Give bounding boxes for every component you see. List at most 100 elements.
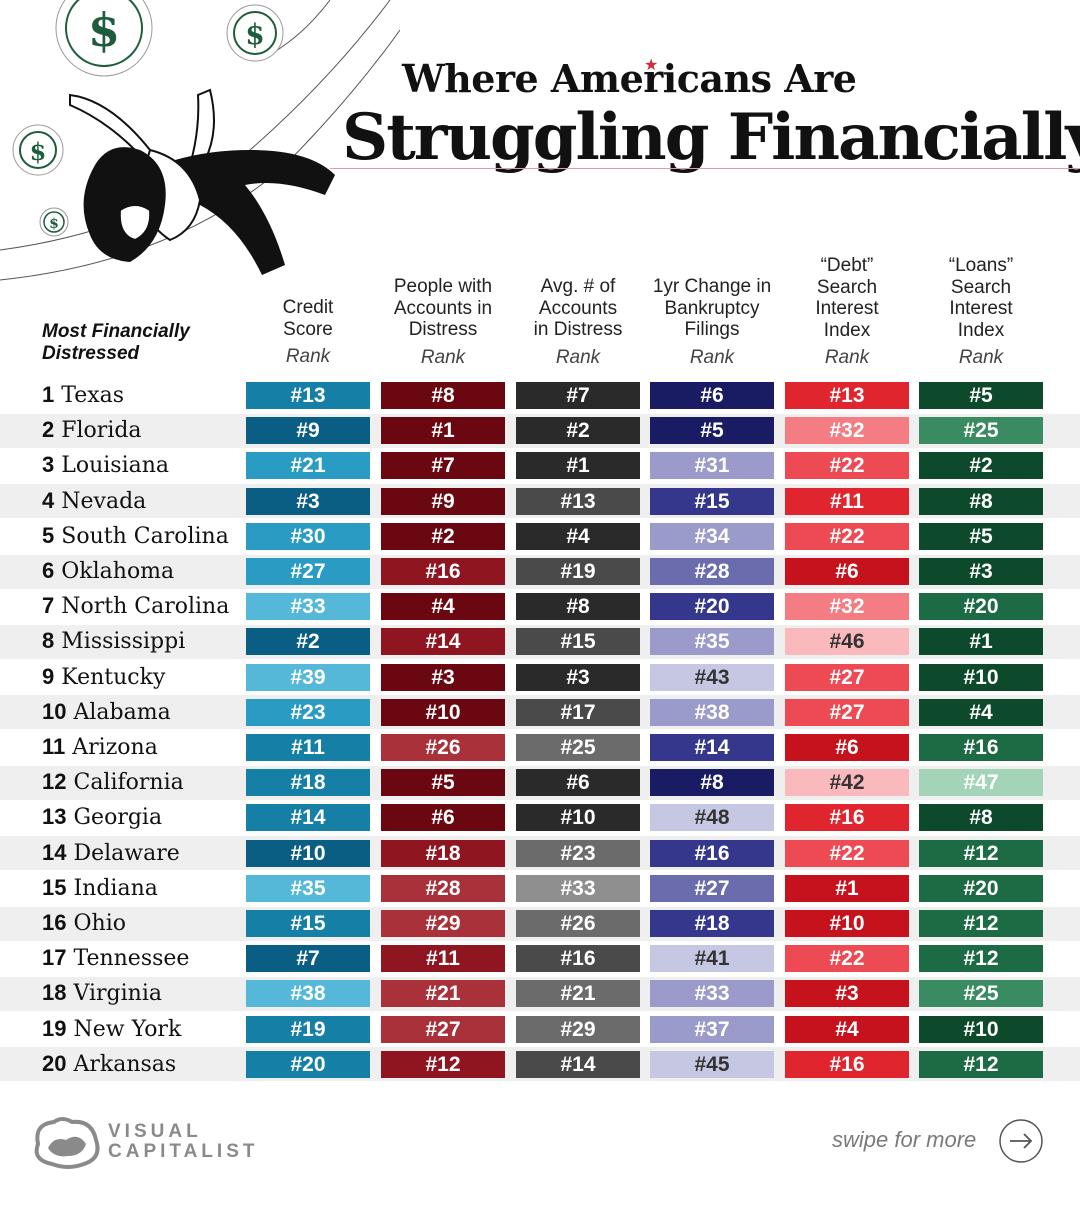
state-label: 16 Ohio (42, 908, 126, 938)
rank-cell-credit: #9 (246, 417, 370, 445)
column-header-credit: Credit Score Rank (238, 297, 378, 368)
column-header-text: “Loans” (948, 255, 1014, 276)
visual-capitalist-logo (34, 1117, 100, 1169)
logo-wordmark: VISUAL CAPITALIST (108, 1122, 258, 1162)
rank-cell-debt: #22 (785, 522, 909, 550)
column-header-text: Interest (815, 298, 879, 319)
rank-cell-loans: #10 (919, 1015, 1043, 1043)
column-header-text: Avg. # of (540, 276, 616, 297)
rank-cell-people: #27 (381, 1015, 505, 1043)
column-header-avg: Avg. # of Accounts in Distress Rank (508, 276, 648, 368)
rank-cell-people: #26 (381, 734, 505, 761)
state-label: 11 Arizona (42, 732, 158, 762)
rank-cell-debt: #4 (785, 1015, 909, 1043)
state-name: California (73, 770, 184, 796)
rank-cell-loans: #8 (919, 487, 1043, 515)
rank-cell-debt: #6 (785, 558, 909, 585)
rank-cell-avg: #13 (516, 487, 640, 515)
state-label: 12 California (42, 767, 184, 797)
rank-cell-debt: #16 (785, 1050, 909, 1078)
rank-cell-loans: #25 (919, 980, 1043, 1008)
state-label: 14 Delaware (42, 838, 180, 868)
rank-cell-people: #3 (381, 663, 505, 691)
falling-person-icon (69, 88, 335, 275)
rank-cell-loans: #5 (919, 382, 1043, 409)
state-label: 15 Indiana (42, 873, 158, 903)
rank-cell-avg: #1 (516, 452, 640, 480)
rank-cell-avg: #29 (516, 1015, 640, 1043)
state-rank: 9 (42, 663, 55, 689)
rank-cell-loans: #12 (919, 945, 1043, 973)
column-header-text: Accounts in (393, 297, 493, 319)
state-label: 5 South Carolina (42, 521, 229, 551)
rank-cell-people: #11 (381, 945, 505, 973)
rank-cell-debt: #27 (785, 698, 909, 726)
rank-cell-debt: #3 (785, 980, 909, 1008)
arrow-right-icon[interactable] (998, 1118, 1044, 1164)
rank-cell-people: #28 (381, 874, 505, 902)
rank-cell-people: #21 (381, 980, 505, 1008)
column-header-text: Score (283, 318, 333, 340)
rank-cell-debt: #11 (785, 487, 909, 515)
rank-cell-avg: #6 (516, 769, 640, 797)
rank-cell-debt: #22 (785, 839, 909, 867)
state-name: Texas (61, 383, 125, 408)
rank-cell-credit: #3 (246, 487, 370, 515)
state-name: Virginia (73, 981, 162, 1007)
state-label: 1 Texas (42, 380, 124, 410)
rank-cell-loans: #20 (919, 593, 1043, 621)
rank-cell-avg: #7 (516, 382, 640, 409)
swipe-hint: swipe for more (832, 1127, 977, 1152)
state-name: Tennessee (73, 946, 190, 972)
column-header-bankruptcy: 1yr Change in Bankruptcy Filings Rank (642, 276, 782, 368)
rank-cell-bankruptcy: #38 (650, 698, 774, 726)
state-rank: 20 (42, 1050, 67, 1076)
rank-cell-avg: #19 (516, 558, 640, 585)
rank-cell-avg: #25 (516, 734, 640, 761)
state-rank: 7 (42, 593, 55, 619)
state-rank: 2 (42, 417, 55, 443)
rank-cell-bankruptcy: #45 (650, 1050, 774, 1078)
state-rank: 4 (42, 487, 55, 513)
column-header-text: in Distress (533, 319, 623, 340)
column-header-text: Accounts (538, 297, 618, 319)
svg-text:$: $ (49, 216, 59, 232)
chart-title-line-2: Struggling Financially (342, 100, 1080, 175)
rank-cell-debt: #13 (785, 382, 909, 409)
star-icon: ★ (644, 57, 659, 74)
rank-cell-credit: #10 (246, 839, 370, 867)
svg-text:$: $ (30, 137, 47, 166)
rank-cell-debt: #6 (785, 734, 909, 761)
column-header-text: Interest (949, 298, 1013, 319)
state-name: Indiana (73, 875, 158, 901)
state-label: 17 Tennessee (42, 943, 189, 973)
column-header-text: Credit (282, 297, 334, 318)
state-rank: 18 (42, 980, 67, 1006)
rank-cell-loans: #16 (919, 734, 1043, 761)
rank-cell-bankruptcy: #18 (650, 910, 774, 937)
row-header-line-2: Distressed (42, 343, 140, 364)
rank-cell-loans: #12 (919, 839, 1043, 867)
state-name: Oklahoma (61, 559, 175, 584)
rank-cell-people: #9 (381, 487, 505, 515)
state-name: Nevada (61, 488, 147, 514)
state-rank: 17 (42, 945, 67, 971)
rank-cell-debt: #22 (785, 452, 909, 480)
state-label: 13 Georgia (42, 802, 162, 832)
rank-cell-people: #5 (381, 769, 505, 797)
column-header-text: People with (393, 276, 493, 297)
rank-cell-bankruptcy: #15 (650, 487, 774, 515)
rank-cell-debt: #16 (785, 804, 909, 832)
rank-cell-people: #12 (381, 1050, 505, 1078)
state-rank: 13 (42, 804, 67, 830)
rank-label: Rank (958, 347, 1004, 368)
state-name: Delaware (73, 840, 180, 866)
rank-cell-debt: #42 (785, 769, 909, 797)
state-rank: 11 (42, 734, 66, 759)
rank-cell-people: #1 (381, 417, 505, 445)
rank-cell-people: #16 (381, 558, 505, 585)
rank-cell-credit: #20 (246, 1050, 370, 1078)
rank-cell-people: #7 (381, 452, 505, 480)
state-rank: 5 (42, 522, 55, 548)
dollar-coin-icon: $ (39, 207, 69, 237)
